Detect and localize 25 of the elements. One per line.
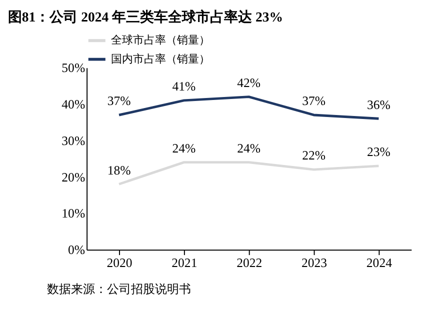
data-label: 41% <box>172 80 196 94</box>
y-tick-label: 30% <box>62 134 86 148</box>
y-tick-label: 50% <box>62 61 86 76</box>
y-tick-label: 40% <box>62 98 86 112</box>
x-tick-label: 2024 <box>366 256 393 270</box>
x-tick-label: 2022 <box>236 256 262 270</box>
source-note: 数据来源：公司招股说明书 <box>47 282 192 296</box>
data-label: 37% <box>302 94 326 108</box>
y-tick-label: 10% <box>62 206 86 221</box>
x-tick-label: 2020 <box>106 256 132 270</box>
legend-label: 国内市占率（销量） <box>111 52 210 66</box>
y-tick-label: 0% <box>68 243 86 258</box>
y-tick-label: 20% <box>62 170 86 184</box>
data-label: 37% <box>107 94 132 108</box>
data-label: 18% <box>107 163 132 178</box>
data-label: 24% <box>237 141 261 156</box>
x-tick-label: 2023 <box>302 256 328 270</box>
data-label: 22% <box>302 148 326 163</box>
x-tick-label: 2021 <box>172 256 198 270</box>
legend-label: 全球市占率（销量） <box>111 34 210 47</box>
chart-title: 图81：公司 2024 年三类车全球市占率达 23% <box>8 8 284 24</box>
data-label: 23% <box>367 145 391 160</box>
data-label: 24% <box>172 141 196 156</box>
data-label: 42% <box>237 76 261 90</box>
data-label: 36% <box>367 98 391 112</box>
